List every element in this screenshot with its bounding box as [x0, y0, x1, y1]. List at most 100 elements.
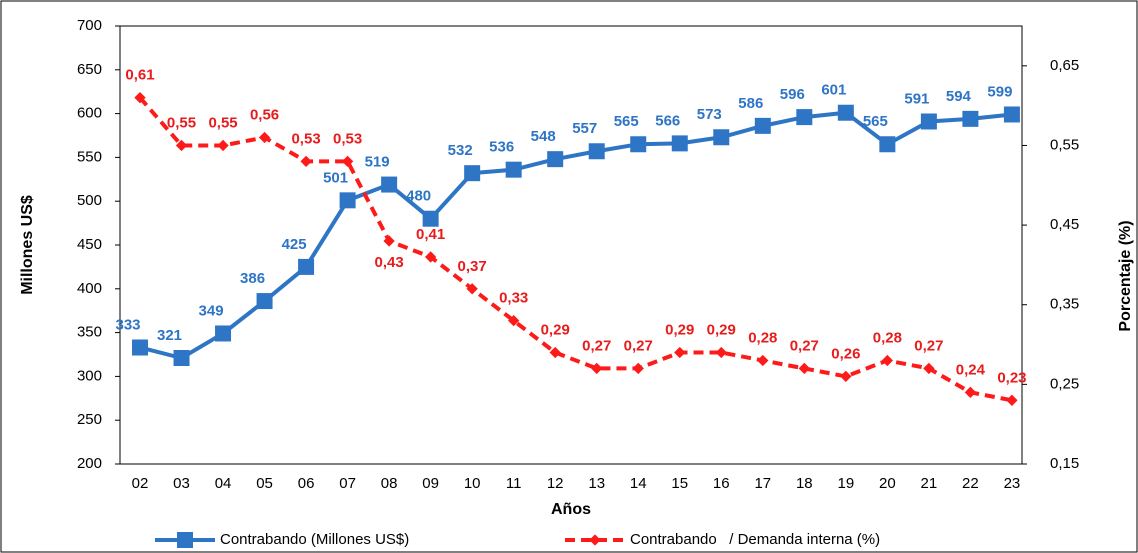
y-tick-label: 700: [77, 17, 102, 34]
x-tick-label: 17: [754, 475, 771, 492]
data-label: 0,26: [831, 345, 860, 362]
legend-marker: [177, 532, 193, 548]
marker: [505, 161, 522, 178]
marker: [549, 346, 561, 359]
x-tick-label: 16: [713, 475, 730, 492]
marker: [1003, 106, 1020, 123]
legend-label: Contrabando / Demanda interna (%): [630, 531, 880, 548]
marker: [923, 362, 935, 375]
marker: [173, 350, 190, 367]
marker: [840, 370, 852, 383]
marker: [547, 151, 564, 168]
x-tick-label: 09: [422, 475, 439, 492]
marker: [1006, 394, 1018, 406]
data-label: 501: [323, 169, 348, 186]
marker: [298, 258, 315, 275]
data-label: 0,53: [333, 130, 362, 147]
y-tick-label: 200: [77, 455, 102, 472]
marker: [671, 135, 688, 152]
x-tick-label: 12: [547, 475, 564, 492]
data-label: 0,28: [873, 329, 902, 346]
data-label: 591: [904, 90, 929, 107]
y2-axis-title: Porcentaje (%): [1117, 220, 1134, 331]
marker: [837, 104, 854, 121]
data-label: 0,28: [748, 329, 777, 346]
data-label: 0,29: [541, 321, 570, 338]
plot-frame: [119, 25, 1023, 465]
x-tick-label: 23: [1004, 475, 1021, 492]
marker: [713, 129, 730, 146]
data-label: 0,29: [665, 321, 694, 338]
x-axis-title: Años: [551, 501, 591, 518]
data-label: 594: [946, 88, 972, 105]
x-tick-label: 07: [339, 475, 356, 492]
x-tick-label: 13: [588, 475, 605, 492]
data-label: 333: [115, 316, 140, 333]
data-label: 536: [489, 139, 514, 156]
data-label: 565: [614, 113, 639, 130]
data-label: 548: [531, 128, 556, 145]
marker: [422, 210, 439, 227]
marker: [339, 192, 356, 209]
x-tick-label: 11: [506, 475, 522, 492]
y-tick-label: 400: [77, 280, 102, 297]
marker: [796, 109, 813, 126]
x-tick-label: 20: [879, 475, 896, 492]
data-label: 0,27: [790, 337, 819, 354]
marker: [341, 155, 354, 168]
marker: [215, 325, 232, 342]
marker: [508, 314, 520, 327]
x-tick-label: 19: [837, 475, 854, 492]
y2-tick-label: 0,55: [1050, 136, 1079, 153]
data-label: 0,29: [707, 321, 736, 338]
x-tick-label: 03: [173, 475, 190, 492]
y-axis-title: Millones US$: [19, 195, 36, 295]
marker: [588, 143, 605, 160]
marker: [715, 346, 727, 359]
marker: [217, 139, 229, 152]
data-label: 0,61: [125, 67, 154, 84]
x-tick-label: 02: [132, 475, 149, 492]
x-tick-label: 22: [962, 475, 979, 492]
marker: [798, 362, 810, 375]
marker: [258, 131, 271, 144]
legend-marker: [589, 534, 601, 546]
marker: [466, 283, 478, 295]
marker: [464, 165, 481, 182]
y2-tick-label: 0,65: [1050, 57, 1079, 74]
x-tick-label: 06: [298, 475, 315, 492]
data-label: 566: [655, 112, 680, 129]
y-tick-label: 350: [77, 324, 102, 341]
y2-tick-label: 0,35: [1050, 296, 1079, 313]
marker: [383, 235, 395, 247]
x-tick-label: 15: [671, 475, 688, 492]
data-label: 0,53: [291, 130, 320, 147]
data-label: 596: [780, 86, 805, 103]
marker: [879, 136, 896, 153]
marker: [757, 354, 769, 367]
y2-tick-label: 0,45: [1050, 216, 1079, 233]
marker: [962, 110, 979, 127]
marker: [920, 113, 937, 130]
data-label: 321: [157, 327, 182, 344]
y-tick-label: 550: [77, 148, 102, 165]
marker: [674, 346, 686, 359]
data-label: 565: [863, 113, 888, 130]
x-tick-label: 05: [256, 475, 273, 492]
marker: [964, 386, 977, 398]
marker: [754, 117, 771, 134]
data-label: 0,43: [375, 254, 404, 271]
marker: [632, 362, 644, 375]
y-tick-label: 250: [77, 411, 102, 428]
marker: [175, 139, 188, 152]
data-label: 586: [738, 95, 763, 112]
data-label: 573: [697, 106, 722, 123]
legend-label: Contrabando (Millones US$): [220, 531, 409, 548]
x-tick-label: 04: [215, 475, 232, 492]
marker: [300, 155, 312, 168]
x-tick-label: 21: [921, 475, 938, 492]
data-label: 349: [199, 302, 224, 319]
data-label: 0,41: [416, 226, 445, 243]
marker: [591, 362, 603, 375]
